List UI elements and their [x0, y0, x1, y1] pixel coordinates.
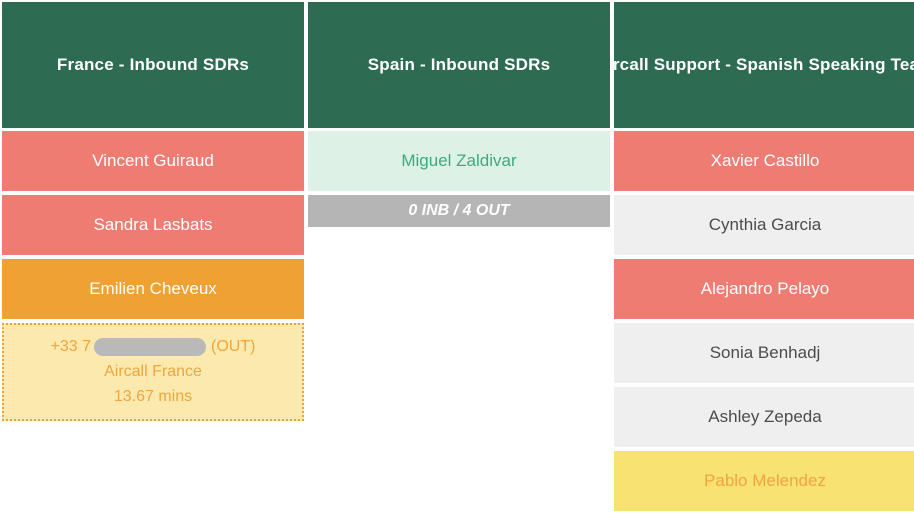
agent-name: Miguel Zaldivar [401, 151, 517, 170]
agent-rows: Vincent Guiraud Sandra Lasbats Emilien C… [2, 131, 304, 421]
agent-name: Emilien Cheveux [89, 279, 217, 298]
agent-rows: Xavier Castillo Cynthia Garcia Alejandro… [614, 131, 914, 518]
agent-row: Xavier Castillo [614, 131, 914, 191]
agent-name: Cynthia Garcia [708, 215, 822, 234]
agent-row: Sonia Benhadj [614, 323, 914, 383]
active-call-card: +33 7 (OUT) Aircall France 13.67 mins [2, 323, 304, 421]
agent-row: Cynthia Garcia [614, 195, 914, 255]
agent-row: Pablo Melendez [614, 451, 914, 511]
team-title: Spain - Inbound SDRs [367, 55, 551, 74]
agent-name: Xavier Castillo [710, 151, 820, 170]
call-duration: 13.67 mins [113, 388, 193, 405]
agent-row: Sandra Lasbats [2, 195, 304, 255]
agent-name: Sandra Lasbats [93, 215, 213, 234]
agent-name: Pablo Melendez [704, 471, 826, 490]
team-title: France - Inbound SDRs [56, 55, 250, 74]
team-column-support-spanish: Aircall Support - Spanish Speaking Team … [614, 2, 914, 518]
team-header-spain: Spain - Inbound SDRs [308, 2, 610, 128]
call-direction-label: (OUT) [211, 338, 256, 355]
call-stats-label: 0 INB / 4 OUT [408, 202, 510, 219]
agent-row: Vincent Guiraud [2, 131, 304, 191]
agent-row: Alejandro Pelayo [614, 259, 914, 319]
team-header-france: France - Inbound SDRs [2, 2, 304, 128]
agent-name: Vincent Guiraud [92, 151, 214, 170]
agent-name: Sonia Benhadj [709, 343, 821, 362]
agent-row: Ashley Zepeda [614, 387, 914, 447]
call-phone-line: +33 7 (OUT) [4, 334, 302, 359]
phone-number-prefix: +33 7 [50, 338, 92, 355]
team-column-france: France - Inbound SDRs Vincent Guiraud Sa… [2, 2, 304, 518]
team-header-support-spanish: Aircall Support - Spanish Speaking Team [614, 2, 914, 128]
team-column-spain: Spain - Inbound SDRs Miguel Zaldivar 0 I… [308, 2, 610, 518]
agent-row: Miguel Zaldivar [308, 131, 610, 191]
team-title: Aircall Support - Spanish Speaking Team [614, 55, 914, 74]
agent-name: Alejandro Pelayo [700, 279, 830, 298]
call-stats-bar: 0 INB / 4 OUT [308, 195, 610, 227]
agent-rows: Miguel Zaldivar 0 INB / 4 OUT [308, 131, 610, 227]
agent-row: Emilien Cheveux [2, 259, 304, 319]
phone-redaction-pill [94, 337, 207, 356]
agent-name: Ashley Zepeda [708, 407, 822, 426]
call-line-name: Aircall France [104, 363, 202, 380]
